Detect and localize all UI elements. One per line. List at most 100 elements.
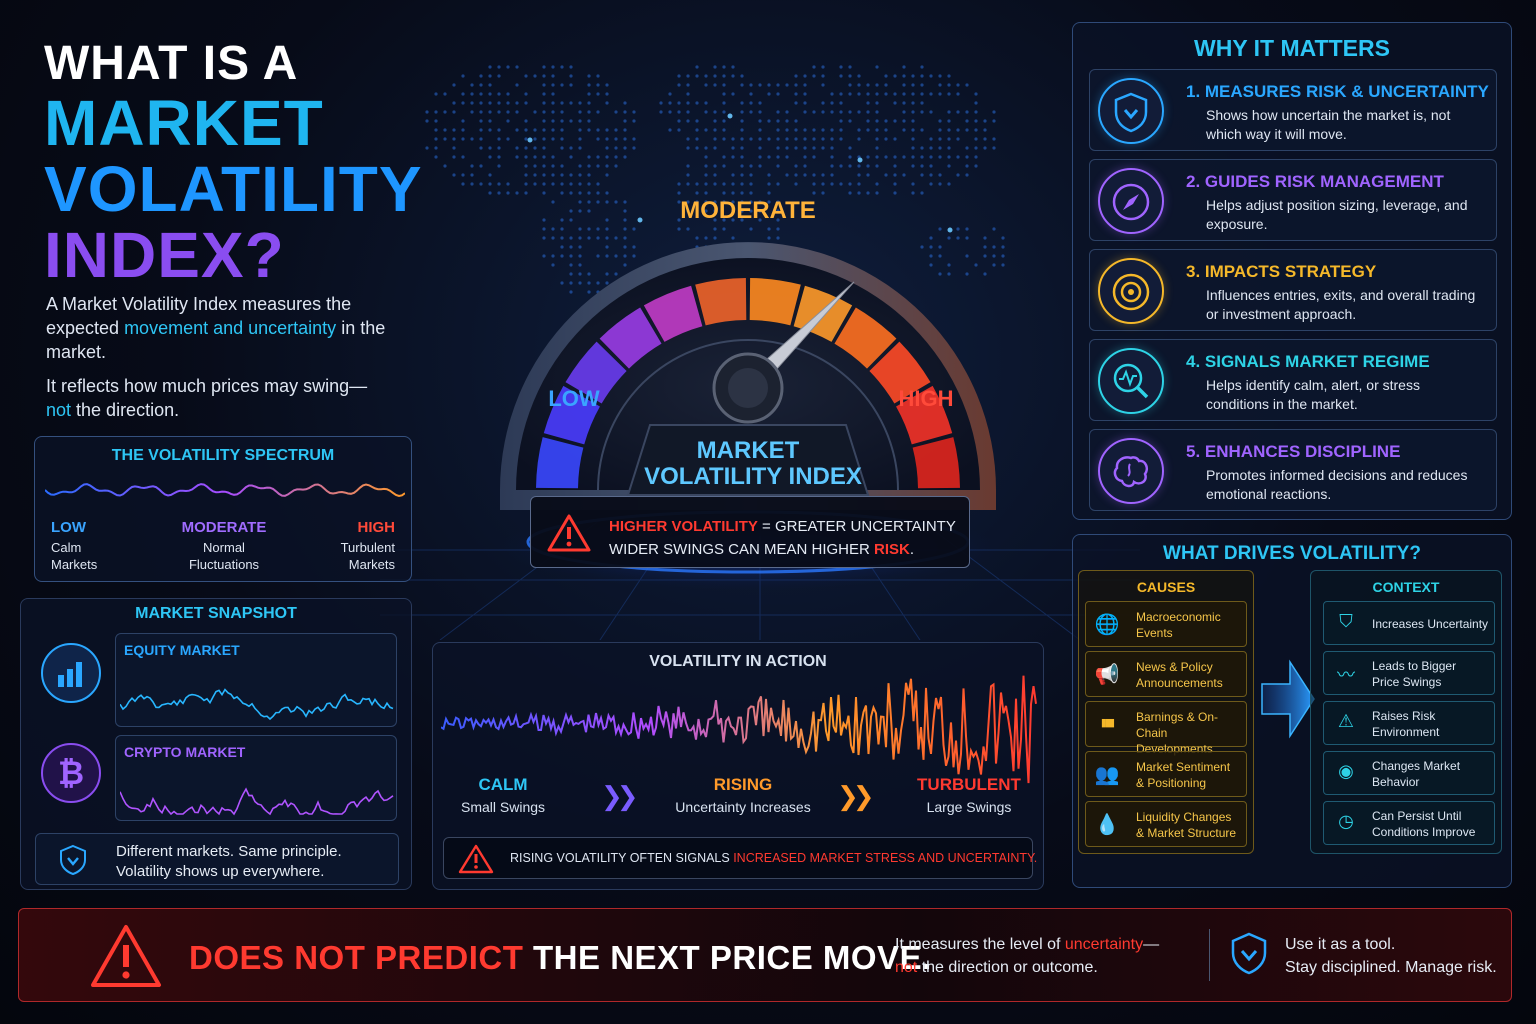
shield-icon: ⛉ xyxy=(1339,611,1353,631)
cause-item: 📢 News & Policy Announcements xyxy=(1085,651,1247,697)
crypto-sparkline xyxy=(120,787,394,816)
action-rising-label: RISING xyxy=(713,775,773,794)
gauge-arc xyxy=(536,278,960,491)
crypto-market-card: CRYPTO MARKET xyxy=(115,735,397,821)
why-it-matters-panel: WHY IT MATTERS 1. MEASURES RISK & UNCERT… xyxy=(1072,22,1512,520)
spectrum-low-line2: Markets xyxy=(51,557,98,572)
context-item: 〰 Leads to Bigger Price Swings xyxy=(1323,651,1495,695)
snapshot-note-line1: Different markets. Same principle. xyxy=(116,843,342,860)
action-note: RISING VOLATILITY OFTEN SIGNALS INCREASE… xyxy=(443,837,1037,879)
volatility-in-action-panel: VOLATILITY IN ACTION CALM Small Swings ❯… xyxy=(432,642,1044,890)
title-line-2: MARKET xyxy=(44,87,324,159)
causes-column: CAUSES 🌐 Macroeconomic Events 📢 News & P… xyxy=(1078,570,1254,854)
drivers-title: WHAT DRIVES VOLATILITY? xyxy=(1163,543,1421,564)
spectrum-moderate: MODERATE Normal Fluctuations xyxy=(169,519,279,573)
warning-icon: ⚠ xyxy=(1337,711,1355,731)
clock-icon: ◷ xyxy=(1338,811,1354,831)
bar-chart-icon xyxy=(41,643,101,703)
spectrum-low-label: LOW xyxy=(51,519,86,536)
context-text: Can Persist Until Conditions Improve xyxy=(1372,808,1494,840)
why-title: WHY IT MATTERS xyxy=(1194,35,1390,61)
banner-right-text: Use it as a tool. Stay disciplined. Mana… xyxy=(1285,933,1497,979)
banner-headline: DOES NOT PREDICT THE NEXT PRICE MOVE. xyxy=(189,939,932,977)
cause-line1: Macroeconomic xyxy=(1136,610,1221,624)
spectrum-high-line2: Markets xyxy=(348,557,395,572)
gauge-name-plate xyxy=(626,424,870,496)
title-line-4: INDEX? xyxy=(44,219,285,291)
why-item-4: 4. SIGNALS MARKET REGIME Helps identify … xyxy=(1089,339,1497,421)
cause-line1: Liquidity Changes xyxy=(1136,810,1232,824)
volatility-waveform xyxy=(441,675,1037,784)
equity-market-card: EQUITY MARKET xyxy=(115,633,397,727)
causes-title: CAUSES xyxy=(1136,579,1196,595)
context-line2: Environment xyxy=(1372,725,1440,739)
title-line-3: VOLATILITY xyxy=(44,153,423,225)
why-item-3: 3. IMPACTS STRATEGY Influences entries, … xyxy=(1089,249,1497,331)
spectrum-moderate-line1: Normal xyxy=(203,540,245,555)
double-chevron-icon-2: ❯❯ xyxy=(837,781,874,811)
shield-icon xyxy=(1231,932,1267,975)
warning-highlight-1: HIGHER VOLATILITY xyxy=(609,518,758,535)
megaphone-icon: 📢 xyxy=(1094,664,1120,686)
cause-text: Barnings & On-Chain Developments xyxy=(1136,709,1248,757)
intro-text-a: A Market Volatility Index measures the e… xyxy=(46,294,352,338)
why-item-title: 3. IMPACTS STRATEGY xyxy=(1186,262,1377,281)
banner-middle-line1: It measures the level of uncertainty— xyxy=(895,933,1205,956)
cause-line2: Events xyxy=(1136,626,1173,640)
action-rising: RISING Uncertainty Increases xyxy=(653,775,833,815)
warning-highlight-2: RISK xyxy=(874,541,910,558)
banner-right-line1: Use it as a tool. xyxy=(1285,936,1396,953)
action-turbulent-label: TURBULENT xyxy=(917,775,1021,794)
cause-line1: Market Sentiment xyxy=(1136,760,1231,774)
warning-icon xyxy=(91,925,161,987)
intro-text-b: in the market. xyxy=(46,318,386,362)
context-item: ⛉ Increases Uncertainty xyxy=(1323,601,1495,645)
action-calm-desc: Small Swings xyxy=(460,799,546,815)
brain-icon xyxy=(1098,438,1164,504)
gauge-hub-inner xyxy=(728,368,768,408)
context-item: ◷ Can Persist Until Conditions Improve xyxy=(1323,801,1495,845)
cause-line2: & Positioning xyxy=(1136,776,1207,790)
bottom-banner: DOES NOT PREDICT THE NEXT PRICE MOVE. It… xyxy=(18,908,1512,1002)
cause-item: 💧 Liquidity Changes & Market Structure xyxy=(1085,801,1247,847)
crypto-market-label: CRYPTO MARKET xyxy=(124,744,246,760)
cause-item: 🌐 Macroeconomic Events xyxy=(1085,601,1247,647)
banner-middle-line2: not the direction or outcome. xyxy=(895,956,1205,979)
droplet-icon: 💧 xyxy=(1094,814,1120,836)
banner-mid-a: It measures the level of xyxy=(895,936,1065,953)
warning-end: . xyxy=(909,541,915,558)
cause-item: 👥 Market Sentiment & Positioning xyxy=(1085,751,1247,797)
intro-highlight-not: not xyxy=(46,400,72,420)
gauge-moderate-label: MODERATE xyxy=(680,197,816,224)
gauge-name-line1: MARKET xyxy=(697,437,800,464)
why-item-desc: Helps identify calm, alert, or stress co… xyxy=(1206,377,1420,412)
why-item-desc: Helps adjust position sizing, leverage, … xyxy=(1206,197,1468,232)
gauge-segment xyxy=(869,341,931,404)
warning-icon xyxy=(547,514,591,552)
why-item-1: 1. MEASURES RISK & UNCERTAINTY Shows how… xyxy=(1089,69,1497,151)
snapshot-note-line2: Volatility shows up everywhere. xyxy=(116,863,325,880)
banner-headline-highlight: DOES NOT PREDICT xyxy=(189,939,524,976)
cause-item: ▮▮▮ Barnings & On-Chain Developments xyxy=(1085,701,1247,756)
magnifier-pulse-icon xyxy=(1098,348,1164,414)
why-item-title: 2. GUIDES RISK MANAGEMENT xyxy=(1186,172,1444,191)
magnifier-pulse-icon-svg xyxy=(1113,363,1149,399)
context-line2: Conditions Improve xyxy=(1372,825,1476,839)
gauge-segment xyxy=(749,278,801,326)
gauge-warning-line2: WIDER SWINGS CAN MEAN HIGHER RISK. xyxy=(609,538,956,561)
action-note-highlight: INCREASED MARKET STRESS AND UNCERTAINTY. xyxy=(733,851,1038,865)
why-item-desc: Influences entries, exits, and overall t… xyxy=(1206,287,1476,322)
compass-icon-svg xyxy=(1112,183,1150,221)
spectrum-moderate-line2: Fluctuations xyxy=(188,557,260,572)
market-snapshot-panel: MARKET SNAPSHOT EQUITY MARKET ₿ CRYPTO M… xyxy=(20,598,412,890)
bar-chart-icon-svg xyxy=(58,662,82,687)
double-chevron-icon: ❯❯ xyxy=(601,781,638,811)
shield-down-icon-svg xyxy=(1114,92,1148,133)
context-line2: Price Swings xyxy=(1372,675,1442,689)
shield-down-icon xyxy=(1098,78,1164,144)
spectrum-moderate-label: MODERATE xyxy=(181,519,267,536)
equity-market-label: EQUITY MARKET xyxy=(124,642,240,658)
shield-icon xyxy=(60,844,86,876)
title-line-1: WHAT IS A xyxy=(44,37,299,90)
gauge-segment xyxy=(834,307,897,369)
